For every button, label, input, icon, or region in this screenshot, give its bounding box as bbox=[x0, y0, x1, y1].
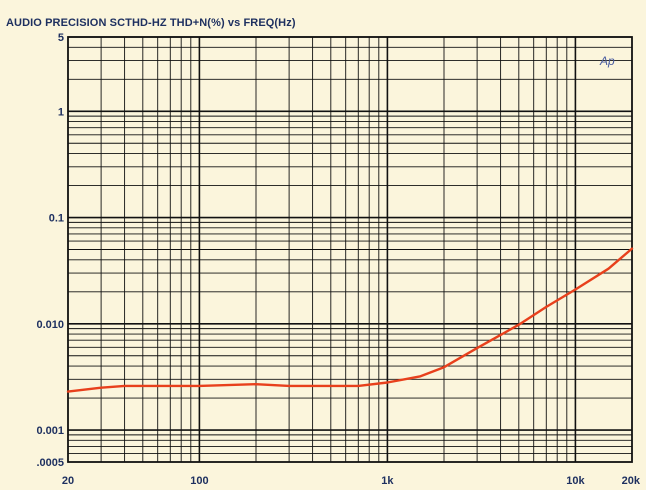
ap-logo: Ap bbox=[600, 54, 615, 68]
y-tick-label: 0.001 bbox=[36, 425, 64, 437]
chart-title: AUDIO PRECISION SCTHD-HZ THD+N(%) vs FRE… bbox=[6, 17, 296, 29]
y-tick-label: 0.1 bbox=[49, 213, 64, 225]
x-tick-label: 1k bbox=[381, 475, 394, 487]
x-tick-label: 100 bbox=[190, 475, 208, 487]
y-tick-label: .0005 bbox=[36, 457, 64, 469]
x-tick-label: 20 bbox=[62, 475, 74, 487]
x-tick-label: 10k bbox=[566, 475, 585, 487]
y-tick-label: 0.010 bbox=[36, 319, 64, 331]
y-tick-label: 1 bbox=[58, 106, 64, 118]
y-tick-label: 5 bbox=[58, 32, 64, 44]
x-tick-label: 20k bbox=[622, 475, 641, 487]
series-line bbox=[66, 247, 634, 393]
